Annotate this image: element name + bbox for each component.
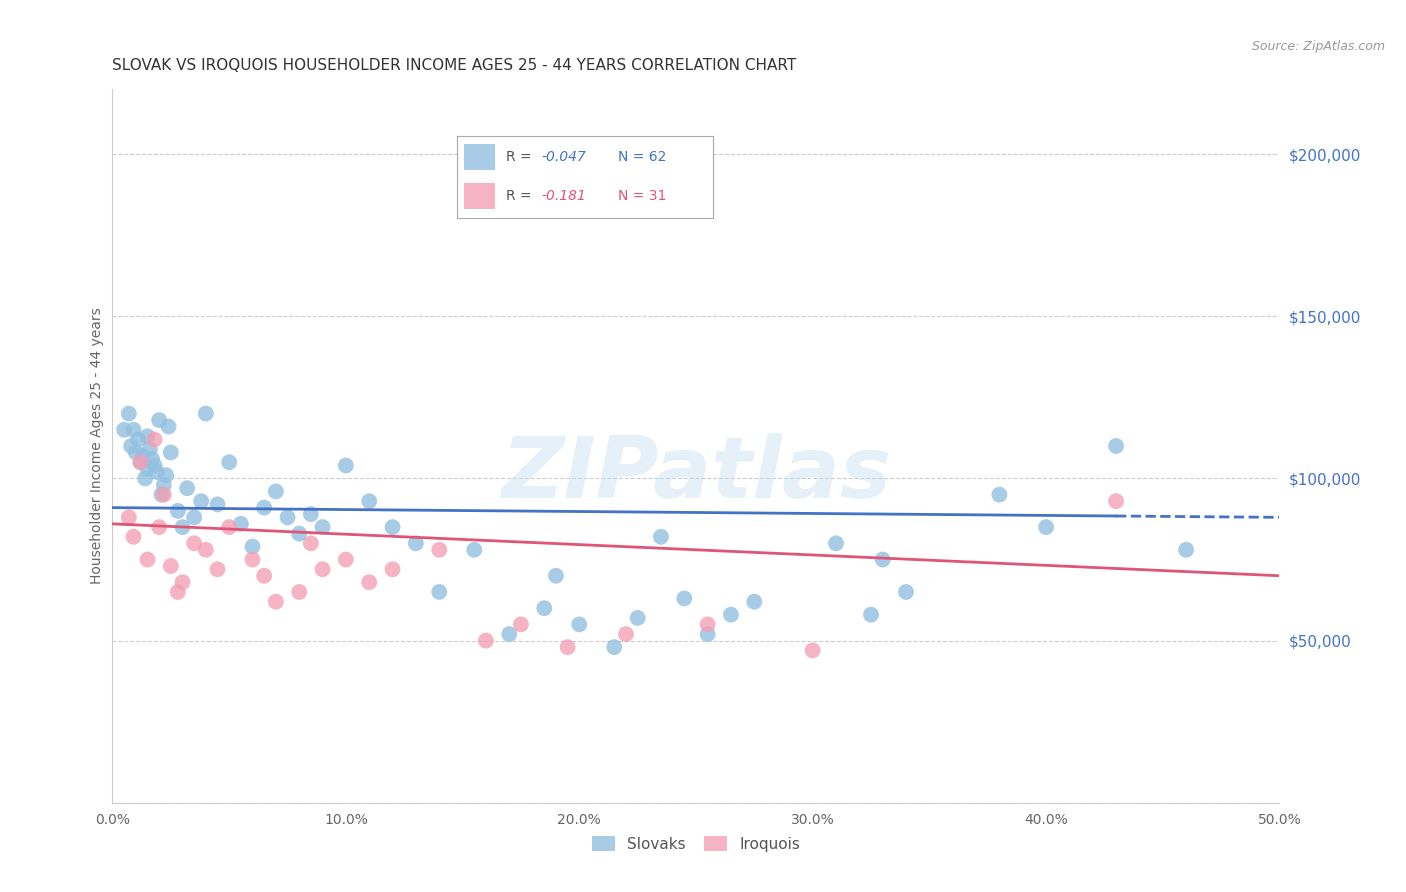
Y-axis label: Householder Income Ages 25 - 44 years: Householder Income Ages 25 - 44 years	[90, 308, 104, 584]
Point	[157, 419, 180, 434]
Point	[264, 484, 287, 499]
Point	[229, 516, 252, 531]
Point	[218, 455, 240, 469]
Point	[544, 568, 567, 582]
Point	[381, 520, 404, 534]
Point	[153, 478, 176, 492]
Point	[311, 562, 333, 576]
Point	[150, 488, 173, 502]
Point	[242, 540, 264, 554]
Point	[118, 407, 141, 421]
Point	[143, 433, 166, 447]
Point	[1035, 520, 1057, 534]
Point	[335, 552, 357, 566]
Point	[463, 542, 485, 557]
Point	[148, 520, 170, 534]
Legend: Slovaks, Iroquois: Slovaks, Iroquois	[585, 828, 807, 859]
Point	[125, 445, 148, 459]
Point	[264, 595, 287, 609]
Point	[127, 433, 149, 447]
Point	[134, 471, 156, 485]
Point	[122, 530, 145, 544]
Point	[253, 500, 276, 515]
Point	[894, 585, 917, 599]
Text: SLOVAK VS IROQUOIS HOUSEHOLDER INCOME AGES 25 - 44 YEARS CORRELATION CHART: SLOVAK VS IROQUOIS HOUSEHOLDER INCOME AG…	[112, 58, 797, 73]
Point	[136, 429, 159, 443]
Point	[146, 465, 169, 479]
Point	[405, 536, 427, 550]
Point	[136, 461, 159, 475]
Point	[568, 617, 591, 632]
Point	[673, 591, 696, 606]
Point	[603, 640, 626, 654]
Point	[381, 562, 404, 576]
Point	[129, 455, 152, 469]
Point	[498, 627, 520, 641]
Point	[860, 607, 883, 622]
Point	[872, 552, 894, 566]
Point	[475, 633, 498, 648]
Point	[176, 481, 198, 495]
Point	[166, 585, 188, 599]
Point	[359, 575, 381, 590]
Point	[1105, 494, 1128, 508]
Point	[207, 562, 229, 576]
Point	[288, 585, 311, 599]
Point	[299, 507, 322, 521]
Point	[143, 458, 166, 473]
Point	[207, 497, 229, 511]
Point	[122, 423, 145, 437]
Point	[153, 488, 176, 502]
Point	[155, 468, 177, 483]
Point	[744, 595, 766, 609]
Point	[253, 568, 276, 582]
Point	[160, 559, 183, 574]
Point	[166, 504, 188, 518]
Point	[533, 601, 555, 615]
Point	[194, 407, 217, 421]
Point	[148, 413, 170, 427]
Point	[190, 494, 212, 508]
Point	[218, 520, 240, 534]
Point	[614, 627, 637, 641]
Point	[427, 542, 450, 557]
Point	[627, 611, 650, 625]
Point	[160, 445, 183, 459]
Text: ZIPatlas: ZIPatlas	[501, 433, 891, 516]
Point	[988, 488, 1011, 502]
Point	[427, 585, 450, 599]
Point	[825, 536, 848, 550]
Point	[359, 494, 381, 508]
Point	[129, 455, 152, 469]
Point	[120, 439, 142, 453]
Point	[112, 423, 135, 437]
Point	[557, 640, 579, 654]
Point	[509, 617, 531, 632]
Point	[242, 552, 264, 566]
Point	[139, 442, 162, 457]
Point	[696, 617, 718, 632]
Point	[183, 536, 205, 550]
Point	[172, 520, 194, 534]
Point	[132, 449, 155, 463]
Point	[1175, 542, 1198, 557]
Point	[696, 627, 718, 641]
Point	[183, 510, 205, 524]
Point	[194, 542, 217, 557]
Point	[311, 520, 333, 534]
Point	[118, 510, 141, 524]
Point	[288, 526, 311, 541]
Point	[276, 510, 298, 524]
Point	[136, 552, 159, 566]
Point	[335, 458, 357, 473]
Point	[720, 607, 742, 622]
Point	[650, 530, 672, 544]
Point	[172, 575, 194, 590]
Point	[299, 536, 322, 550]
Text: Source: ZipAtlas.com: Source: ZipAtlas.com	[1251, 40, 1385, 54]
Point	[141, 452, 163, 467]
Point	[1105, 439, 1128, 453]
Point	[801, 643, 824, 657]
